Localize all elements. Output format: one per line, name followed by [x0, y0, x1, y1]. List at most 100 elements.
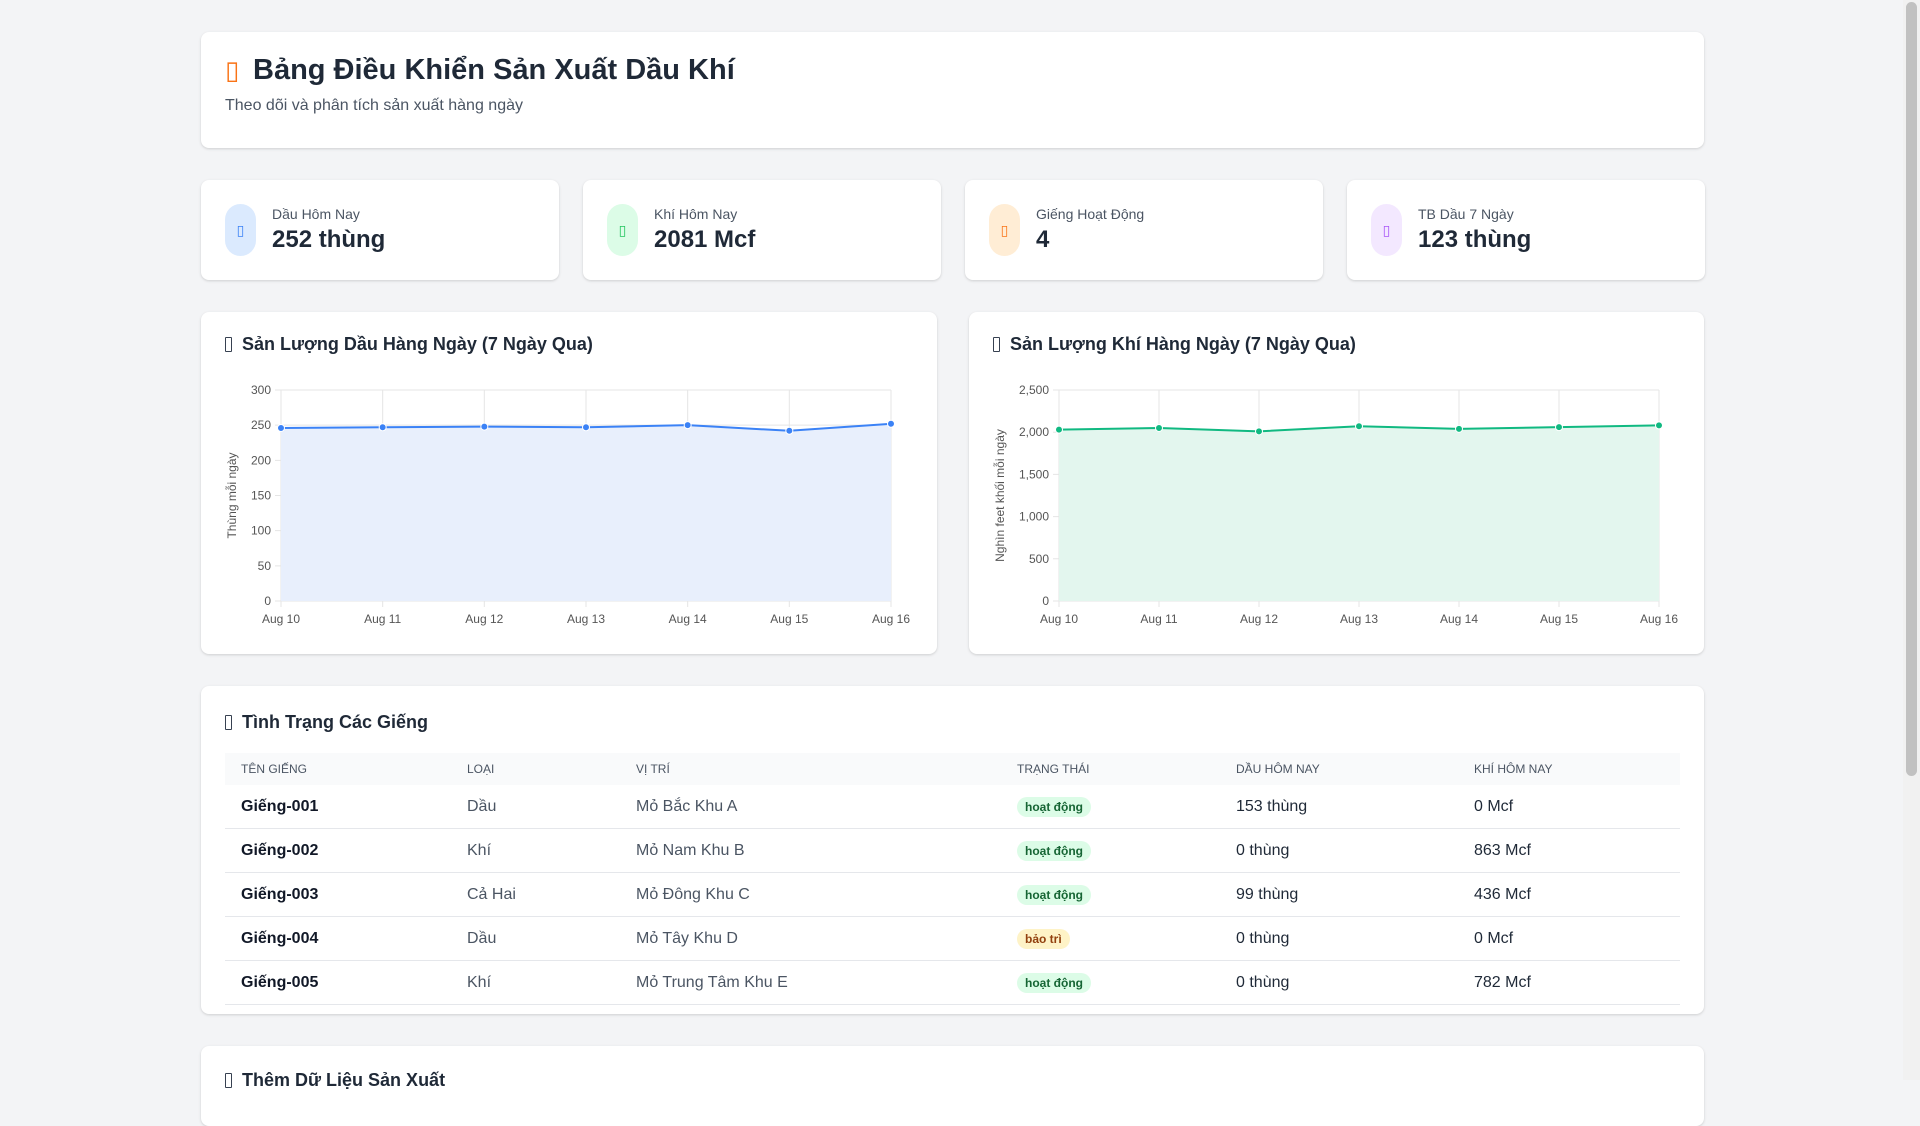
header-card: ▯ Bảng Điều Khiển Sản Xuất Dầu Khí Theo …: [201, 32, 1704, 148]
well-oil-today: 99 thùng: [1220, 872, 1458, 917]
stat-label: TB Dầu 7 Ngày: [1418, 206, 1514, 222]
x-tick-label: Aug 12: [465, 612, 503, 626]
status-badge: hoạt động: [1017, 840, 1091, 861]
well-location: Mỏ Bắc Khu A: [620, 785, 1001, 829]
data-point: [1055, 425, 1063, 434]
status-badge: bảo trì: [1017, 928, 1070, 949]
table-row: Giếng-005 Khí Mỏ Trung Tâm Khu E hoạt độ…: [225, 960, 1680, 1005]
y-tick-label: 1,500: [1019, 467, 1049, 481]
x-tick-label: Aug 10: [1040, 612, 1078, 626]
wells-section-title: Tình Trạng Các Giếng: [242, 712, 429, 732]
y-axis-label: Nghìn feet khối mỗi ngày: [992, 429, 1007, 562]
well-type: Cả Hai: [451, 872, 620, 917]
stat-label: Khí Hôm Nay: [654, 206, 738, 222]
stat-label: Dầu Hôm Nay: [272, 206, 360, 222]
well-type: Khí: [451, 828, 620, 873]
well-gas-today: 436 Mcf: [1458, 872, 1680, 917]
x-tick-label: Aug 13: [1340, 612, 1378, 626]
x-tick-label: Aug 16: [1640, 612, 1678, 626]
stat-value: 2081 Mcf: [654, 226, 756, 253]
data-point: [785, 426, 794, 435]
well-name: Giếng-002: [225, 828, 451, 873]
well-type: Khí: [451, 960, 620, 1005]
data-point: [480, 422, 489, 431]
well-gas-today: 0 Mcf: [1458, 916, 1680, 961]
well-gas-today: 863 Mcf: [1458, 828, 1680, 873]
well-location: Mỏ Tây Khu D: [620, 916, 1001, 961]
well-oil-today: 153 thùng: [1220, 785, 1458, 829]
page-scrollbar[interactable]: [1903, 0, 1920, 1080]
x-tick-label: Aug 10: [262, 612, 300, 626]
gas-chart-icon: [993, 337, 1000, 352]
chart-icon: ▯: [1371, 204, 1402, 256]
page-title: Bảng Điều Khiển Sản Xuất Dầu Khí: [253, 54, 735, 86]
y-tick-label: 250: [251, 418, 271, 432]
well-location: Mỏ Nam Khu B: [620, 828, 1001, 873]
x-tick-label: Aug 14: [669, 612, 707, 626]
data-point: [582, 423, 590, 432]
data-point: [1455, 424, 1463, 433]
well-location: Mỏ Trung Tâm Khu E: [620, 960, 1001, 1005]
table-header-row: Tên Giếng Loại Vị Trí Trạng Thái Dầu Hôm…: [225, 753, 1680, 785]
y-tick-label: 0: [264, 594, 271, 608]
scrollbar-thumb[interactable]: [1906, 2, 1917, 776]
y-axis-label: Thùng mỗi ngày: [224, 452, 239, 538]
data-point: [378, 423, 387, 432]
plus-icon: [225, 1073, 232, 1088]
well-name: Giếng-001: [225, 785, 451, 829]
stat-value: 4: [1036, 226, 1050, 253]
status-badge: hoạt động: [1017, 884, 1091, 905]
stat-value: 252 thùng: [272, 226, 386, 253]
stat-card-oil-today: ▯ Dầu Hôm Nay 252 thùng: [201, 180, 559, 280]
column-header-oil-today: Dầu Hôm Nay: [1236, 762, 1320, 776]
column-header-name: Tên Giếng: [241, 762, 308, 776]
x-tick-label: Aug 16: [872, 612, 910, 626]
oil-chart-card: Sản Lượng Dầu Hàng Ngày (7 Ngày Qua) 0 50…: [201, 312, 937, 654]
oil-chart-title: Sản Lượng Dầu Hàng Ngày (7 Ngày Qua): [242, 334, 593, 354]
wells-status-card: Tình Trạng Các Giếng Tên Giếng Loại Vị T…: [201, 686, 1704, 1014]
well-name: Giếng-005: [225, 960, 451, 1005]
oil-well-icon: ▯: [989, 204, 1020, 256]
status-badge: hoạt động: [1017, 796, 1091, 817]
gas-chart-title: Sản Lượng Khí Hàng Ngày (7 Ngày Qua): [1010, 334, 1356, 354]
series-area: [1059, 425, 1659, 601]
data-point: [1155, 423, 1163, 432]
data-point: [1355, 422, 1363, 431]
page-subtitle: Theo dõi và phân tích sản xuất hàng ngày: [225, 97, 523, 114]
y-tick-label: 300: [251, 383, 271, 397]
oil-chart-icon: [225, 337, 232, 352]
table-row: Giếng-004 Dầu Mỏ Tây Khu D bảo trì 0 thù…: [225, 916, 1680, 961]
oil-rig-icon: ▯: [225, 55, 240, 85]
data-point: [277, 423, 285, 432]
x-tick-label: Aug 12: [1240, 612, 1278, 626]
column-header-type: Loại: [467, 762, 495, 776]
y-tick-label: 150: [251, 489, 271, 503]
flame-icon: ▯: [607, 204, 638, 256]
well-type: Dầu: [451, 785, 620, 829]
y-tick-label: 0: [1042, 594, 1049, 608]
y-tick-label: 2,000: [1019, 425, 1049, 439]
status-badge: hoạt động: [1017, 972, 1091, 993]
y-tick-label: 500: [1029, 552, 1049, 566]
well-gas-today: 0 Mcf: [1458, 785, 1680, 829]
x-tick-label: Aug 14: [1440, 612, 1478, 626]
y-tick-label: 50: [258, 559, 272, 573]
add-production-title: Thêm Dữ Liệu Sản Xuất: [242, 1070, 446, 1090]
oil-drop-icon: ▯: [225, 204, 256, 256]
y-tick-label: 2,500: [1019, 383, 1049, 397]
wells-table: Tên Giếng Loại Vị Trí Trạng Thái Dầu Hôm…: [225, 753, 1680, 1005]
data-point: [683, 421, 692, 430]
stat-label: Giếng Hoạt Động: [1036, 206, 1145, 222]
gas-chart-card: Sản Lượng Khí Hàng Ngày (7 Ngày Qua) 0 50…: [969, 312, 1704, 654]
well-oil-today: 0 thùng: [1220, 916, 1458, 961]
stat-card-gas-today: ▯ Khí Hôm Nay 2081 Mcf: [583, 180, 941, 280]
data-point: [887, 419, 895, 428]
x-tick-label: Aug 15: [770, 612, 808, 626]
well-oil-today: 0 thùng: [1220, 960, 1458, 1005]
add-production-card: Thêm Dữ Liệu Sản Xuất: [201, 1046, 1704, 1126]
list-icon: [225, 715, 232, 730]
data-point: [1555, 423, 1563, 432]
well-name: Giếng-003: [225, 872, 451, 917]
column-header-gas-today: Khí Hôm Nay: [1474, 762, 1553, 776]
stat-card-active-wells: ▯ Giếng Hoạt Động 4: [965, 180, 1323, 280]
